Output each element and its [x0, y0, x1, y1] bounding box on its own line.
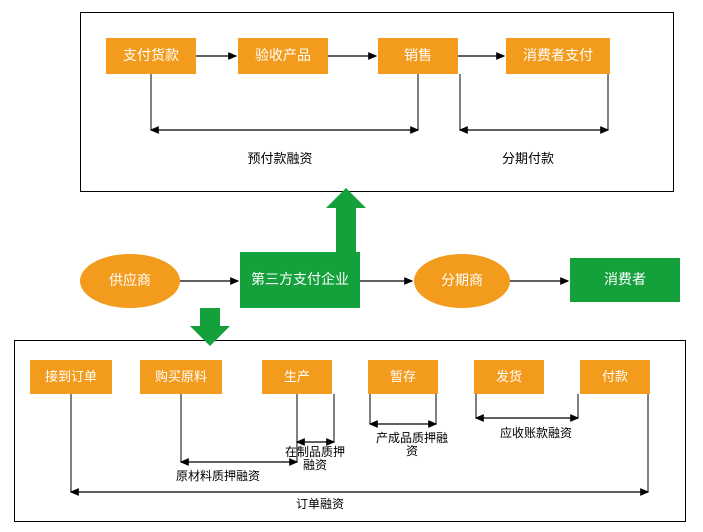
label-wip-pledge: 在制品质押融资 — [280, 446, 350, 472]
box-consumer-pay: 消费者支付 — [506, 38, 610, 74]
box-produce: 生产 — [262, 360, 332, 394]
box-sell: 销售 — [378, 38, 458, 74]
label-receivable: 应收账款融资 — [486, 424, 586, 441]
label-prepay-finance: 预付款融资 — [220, 148, 340, 167]
box-store: 暂存 — [368, 360, 438, 394]
label-finished-pledge: 产成品质押融资 — [372, 432, 452, 458]
box-accept: 验收产品 — [238, 38, 328, 74]
label-material-pledge: 原材料质押融资 — [158, 467, 278, 484]
box-buy-material: 购买原料 — [140, 360, 222, 394]
box-order-recv: 接到订单 — [30, 360, 112, 394]
box-pay: 付款 — [580, 360, 650, 394]
box-thirdparty: 第三方支付企业 — [240, 252, 360, 308]
box-ship: 发货 — [474, 360, 544, 394]
label-order-finance: 订单融资 — [260, 495, 380, 512]
box-consumer: 消费者 — [570, 258, 680, 302]
ellipse-installer: 分期商 — [414, 254, 510, 308]
label-installment: 分期付款 — [478, 148, 578, 167]
box-pay-goods: 支付货款 — [106, 38, 196, 74]
ellipse-supplier: 供应商 — [80, 254, 180, 308]
